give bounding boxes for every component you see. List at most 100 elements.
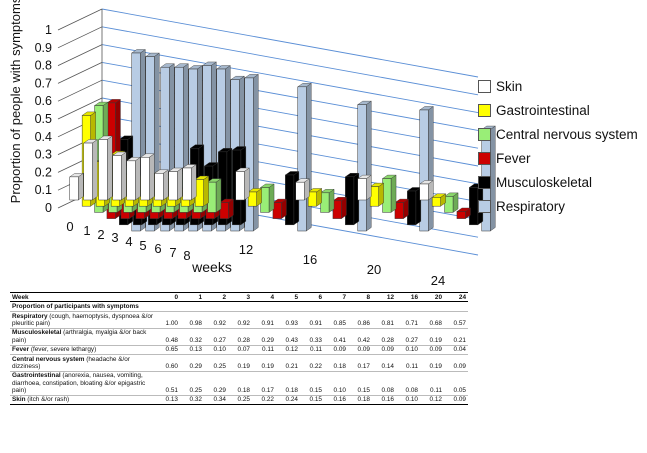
table-header-cell: 2 xyxy=(204,291,228,303)
table-row: Central nervous system (headache &/or di… xyxy=(10,354,468,372)
bar-respiratory-week-12 xyxy=(297,82,312,232)
legend-item: Fever xyxy=(478,146,638,170)
bar-skin-week-7 xyxy=(168,167,183,201)
table-cell: 0.11 xyxy=(396,354,420,372)
bar-gastrointestinal-week-12 xyxy=(247,188,263,207)
table-cell: 0.10 xyxy=(324,371,348,396)
table-cell: 0.22 xyxy=(252,395,276,406)
table-row: Respiratory (cough, haemoptysis, dyspnoe… xyxy=(10,311,468,329)
bar-side xyxy=(135,156,141,201)
table-cell: 0.09 xyxy=(420,345,444,356)
table-cell: 0.17 xyxy=(348,354,372,372)
bar-front xyxy=(219,202,229,219)
table-cell: 0.16 xyxy=(372,395,396,406)
table-cell: 0.91 xyxy=(252,311,276,329)
legend-swatch xyxy=(478,127,491,141)
table-header-cell: 24 xyxy=(444,291,468,303)
x-tick-label: 2 xyxy=(97,227,104,242)
table-cell: 0.18 xyxy=(324,354,348,372)
table-cell: 0.15 xyxy=(300,371,324,396)
table-cell: 0.28 xyxy=(228,328,252,346)
x-tick-label: 4 xyxy=(125,234,132,249)
table-cell: 0.33 xyxy=(300,328,324,346)
bar-side xyxy=(78,172,84,201)
table-cell: 0.29 xyxy=(180,354,204,372)
table-cell: 0.27 xyxy=(396,328,420,346)
table-cell: 0.25 xyxy=(228,395,252,406)
y-tick-label: 0.9 xyxy=(35,41,52,55)
bar-skin-week-3 xyxy=(112,151,127,201)
bar-front xyxy=(140,157,150,201)
table-header-cell: 12 xyxy=(372,291,396,303)
table-cell: 0.34 xyxy=(204,395,228,406)
bar-front xyxy=(126,160,136,201)
table-cell: 0.48 xyxy=(156,328,180,346)
legend-swatch xyxy=(478,79,491,93)
table-cell: 0.09 xyxy=(324,345,348,356)
legend-label: Gastrointestinal xyxy=(496,102,590,118)
bar-central-nervous-system-week-16 xyxy=(319,188,335,213)
table-cell: 0.68 xyxy=(420,311,444,329)
bar-front xyxy=(98,139,108,201)
table-row-label: Gastrointestinal (anorexia, nausea, vomi… xyxy=(10,371,156,396)
table-cell: 0.22 xyxy=(300,354,324,372)
bar-musculoskeletal-week-20 xyxy=(406,187,422,226)
bar-gastrointestinal-week-24 xyxy=(431,193,447,207)
y-axis-ticks: 0 0.1 0.2 0.3 0.4 0.5 0.6 0.7 0.8 0.9 1 xyxy=(35,23,52,215)
table-cell: 0.93 xyxy=(276,311,300,329)
bar-skin-week-5 xyxy=(140,153,155,201)
legend-swatch xyxy=(478,151,491,165)
gridline-side xyxy=(57,26,103,49)
bar-skin-week-6 xyxy=(154,169,169,201)
y-tick-label: 0.6 xyxy=(35,94,52,108)
gridline xyxy=(101,8,479,78)
bar-side xyxy=(328,188,335,213)
y-tick-label: 0.5 xyxy=(35,112,52,126)
legend-item: Musculoskeletal xyxy=(478,170,638,194)
table-cell: 0.92 xyxy=(204,311,228,329)
table-row-label: Central nervous system (headache &/or di… xyxy=(10,354,156,372)
legend-swatch xyxy=(478,103,491,117)
table-row: Skin (itch &/or rash) 0.13 0.32 0.34 0.25 0.2… xyxy=(10,395,468,406)
table-cell: 0.08 xyxy=(396,371,420,396)
gridline-side xyxy=(57,8,103,31)
bar-front xyxy=(112,155,122,201)
table-cell: 0.07 xyxy=(228,345,252,356)
bars xyxy=(69,49,496,232)
bar-side xyxy=(203,175,209,207)
bar-side xyxy=(92,139,98,201)
x-tick-label: 1 xyxy=(83,223,90,238)
chart-legend: Skin Gastrointestinal Central nervous syst… xyxy=(478,74,638,218)
table-header-cell: 7 xyxy=(324,291,348,303)
bar-skin-week-16 xyxy=(295,178,310,201)
bar-front xyxy=(357,104,367,232)
table-cell: 0.92 xyxy=(228,311,252,329)
bar-front xyxy=(456,211,466,219)
bar-central-nervous-system-week-12 xyxy=(259,183,275,213)
x-tick-label: 0 xyxy=(66,219,73,234)
table-cell: 0.17 xyxy=(252,371,276,396)
table-row-label: Musculoskeletal (arthralgia, myalgia &/o… xyxy=(10,328,156,346)
table-row: Fever (fever, severe lethargy) 0.65 0.13 0.… xyxy=(10,345,468,356)
table-cell: 0.91 xyxy=(300,311,324,329)
y-tick-label: 0 xyxy=(45,201,52,215)
bar-front xyxy=(154,173,164,201)
table-cell: 0.12 xyxy=(276,345,300,356)
bar-front xyxy=(235,171,245,201)
gridline xyxy=(101,26,479,96)
bar-side xyxy=(268,183,275,213)
table-cell: 0.81 xyxy=(372,311,396,329)
table-cell: 0.42 xyxy=(348,328,372,346)
bar-central-nervous-system-week-20 xyxy=(381,174,397,213)
table-cell: 0.27 xyxy=(204,328,228,346)
bar-respiratory-week-16 xyxy=(357,100,372,232)
table-row-label: Fever (fever, severe lethargy) xyxy=(10,345,156,356)
x-tick-label: 7 xyxy=(169,245,176,260)
table-cell: 0.04 xyxy=(444,345,468,356)
table-cell: 0.98 xyxy=(180,311,204,329)
bar-side xyxy=(244,167,250,201)
x-tick-label: 5 xyxy=(139,238,146,253)
table-cell: 0.85 xyxy=(324,311,348,329)
table-cell: 0.18 xyxy=(276,371,300,396)
